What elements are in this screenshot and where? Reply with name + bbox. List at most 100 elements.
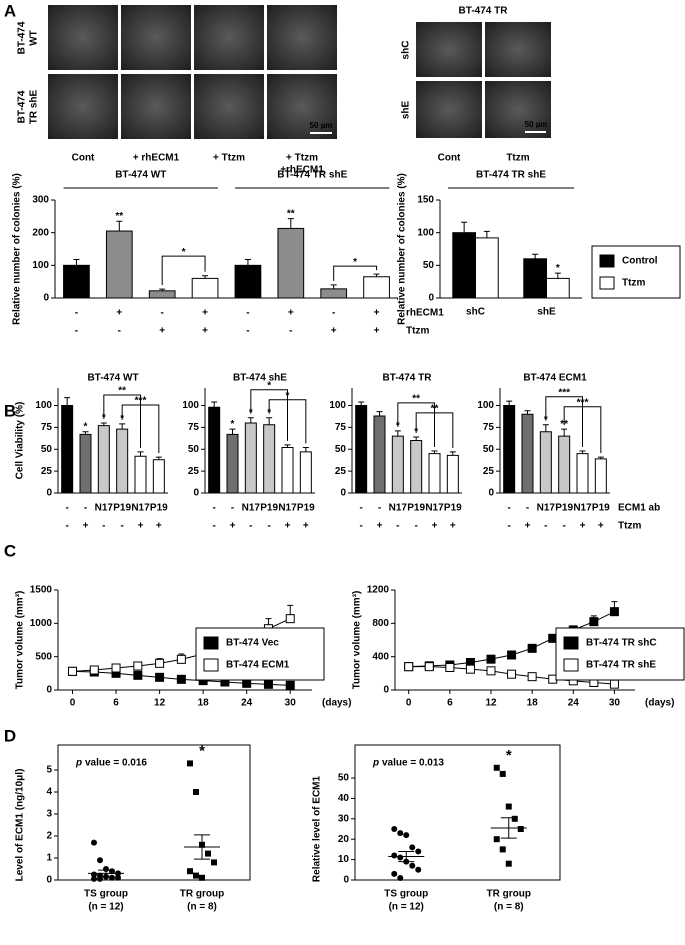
condition: - (161, 308, 164, 319)
y-tick-label: 0 (46, 488, 52, 499)
y-tick-label: 5 (46, 765, 52, 776)
bar (277, 227, 305, 299)
group-title: BT-474 TR shE (277, 170, 347, 181)
bar (363, 276, 390, 299)
error-bar (461, 221, 468, 233)
panel-letter: C (4, 541, 16, 560)
bar (320, 288, 348, 299)
condition: + (303, 521, 309, 532)
error-bar (554, 272, 561, 279)
x-tick-label: 0 (70, 698, 76, 709)
error-bar (244, 258, 251, 266)
error-bar (449, 451, 456, 456)
condition: - (75, 308, 78, 319)
dot (97, 875, 103, 882)
y-tick-label: 2 (46, 831, 52, 842)
y-tick-label: 50 (188, 444, 200, 455)
marker (609, 679, 619, 689)
annotation: value = 0.013 (382, 758, 444, 769)
micrograph (416, 81, 482, 138)
condition: N17 (242, 503, 261, 514)
error-bar (597, 456, 604, 459)
dot (199, 874, 205, 881)
bar (546, 277, 570, 299)
error-bar (155, 456, 162, 460)
condition: - (562, 521, 565, 532)
significance: *** (135, 396, 147, 407)
x-tick-label: 12 (485, 698, 497, 709)
dot (391, 852, 398, 859)
condition: + (138, 521, 144, 532)
bar (244, 422, 257, 494)
condition: - (231, 503, 234, 514)
y-tick-label: 500 (35, 651, 52, 662)
marker (609, 607, 619, 617)
row-label: BT-474 (17, 90, 28, 123)
significance: *** (577, 397, 589, 408)
legend-label: Control (622, 256, 658, 267)
dot (397, 874, 404, 881)
bar (97, 425, 110, 494)
dot (211, 859, 217, 866)
x-tick-label: 30 (609, 698, 621, 709)
y-tick-label: 0 (46, 875, 52, 886)
error-bar (506, 400, 513, 406)
micrograph (267, 5, 337, 70)
dot (397, 854, 404, 861)
condition-name: rhECM1 (406, 308, 444, 319)
y-tick-label: 100 (32, 260, 49, 271)
condition: P19 (150, 503, 168, 514)
marker (155, 672, 165, 682)
y-tick-label: 50 (41, 444, 53, 455)
micrograph (121, 74, 191, 139)
x-tick-label: TR group (487, 889, 531, 900)
y-tick-label: 0 (343, 875, 349, 886)
condition: + (202, 308, 208, 319)
marker (285, 614, 295, 624)
bar (452, 232, 476, 299)
sem-bar (98, 869, 114, 878)
sem-bar (194, 834, 210, 860)
x-tick-label: TS group (384, 889, 428, 900)
marker (507, 650, 517, 660)
condition: - (267, 521, 270, 532)
annotation: p (75, 758, 82, 769)
error-bar (431, 450, 438, 454)
bar (558, 435, 571, 494)
column-label: Ttzm (506, 153, 529, 164)
condition: P19 (444, 503, 462, 514)
error-bar (119, 423, 126, 430)
column-label: +rhECM1 (280, 165, 324, 176)
error-bar (483, 230, 490, 238)
condition: - (396, 521, 399, 532)
error-bar (373, 273, 380, 277)
y-tick-label: 0 (383, 685, 389, 696)
chart-title: BT-474 TR (383, 373, 433, 384)
marker (445, 663, 455, 672)
bar (446, 454, 459, 494)
y-tick-label: 50 (483, 444, 495, 455)
bar (428, 453, 441, 494)
x-tick-label: (n = 12) (389, 902, 424, 913)
dot (391, 870, 398, 877)
y-axis-label: Cell Viability (%) (15, 402, 26, 480)
dot (415, 866, 422, 873)
bar (391, 435, 404, 494)
y-tick-label: 50 (423, 260, 435, 271)
bar (373, 415, 386, 494)
condition: - (212, 521, 215, 532)
y-tick-label: 0 (193, 488, 199, 499)
y-tick-label: 100 (329, 400, 346, 411)
dot (97, 857, 103, 864)
bar (263, 424, 276, 494)
scale-label: 50 µm (525, 120, 548, 129)
y-tick-label: 75 (41, 422, 53, 433)
column-label: + rhECM1 (133, 153, 180, 164)
condition: - (289, 326, 292, 337)
bar (523, 258, 548, 299)
marker (424, 662, 434, 672)
bar (148, 290, 176, 299)
condition: P19 (113, 503, 131, 514)
y-tick-label: 75 (483, 422, 495, 433)
bar (105, 230, 133, 299)
